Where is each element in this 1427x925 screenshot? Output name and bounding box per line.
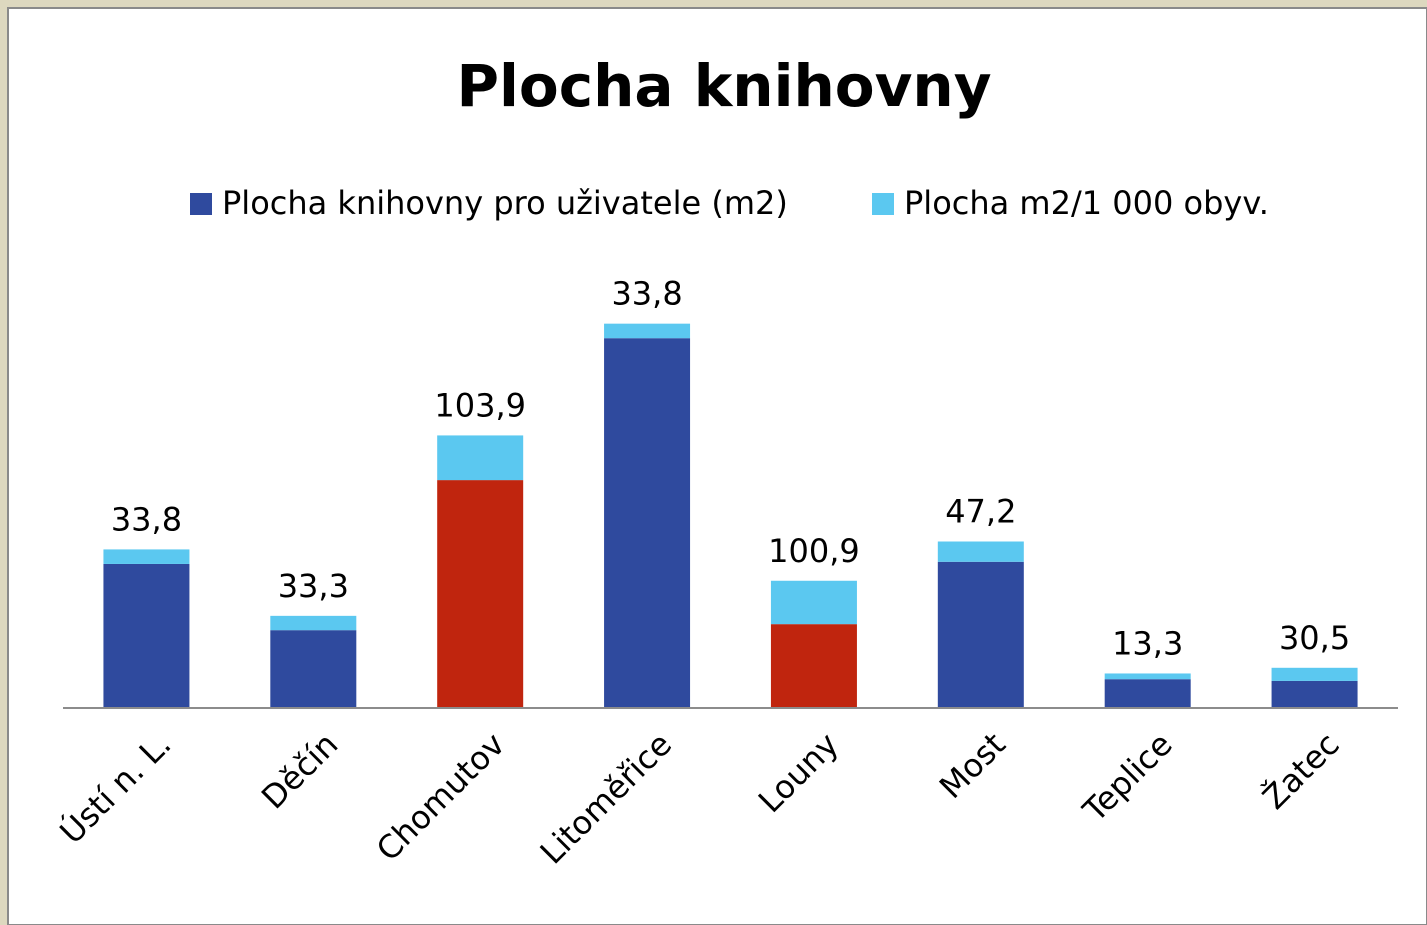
data-label: 103,9 xyxy=(434,386,526,424)
bar-segment xyxy=(103,563,190,708)
bar-segment xyxy=(1104,673,1191,680)
legend-label: Plocha knihovny pro uživatele (m2) xyxy=(222,184,788,222)
bar-segment xyxy=(270,615,357,631)
bar-segment xyxy=(270,630,357,708)
bar-segment xyxy=(937,561,1024,708)
bar-segment xyxy=(1271,680,1358,708)
bar-segment xyxy=(770,624,857,708)
bar-segment xyxy=(437,435,524,481)
chart-panel xyxy=(7,7,1427,925)
data-label: 100,9 xyxy=(768,532,860,570)
bar-segment xyxy=(1271,667,1358,681)
data-label: 33,3 xyxy=(278,567,349,605)
bar-segment xyxy=(770,580,857,625)
legend-swatch xyxy=(190,193,212,215)
bar-segment xyxy=(604,338,691,708)
legend-label: Plocha m2/1 000 obyv. xyxy=(904,184,1269,222)
bar-segment xyxy=(1104,679,1191,708)
data-label: 33,8 xyxy=(611,275,682,313)
bar-segment xyxy=(103,549,190,564)
legend-swatch xyxy=(872,193,894,215)
chart-title: Plocha knihovny xyxy=(456,52,991,120)
data-label: 13,3 xyxy=(1112,624,1183,662)
data-label: 33,8 xyxy=(111,500,182,538)
bar-segment xyxy=(437,480,524,708)
data-label: 30,5 xyxy=(1279,619,1350,657)
data-label: 47,2 xyxy=(945,493,1016,531)
bar-segment xyxy=(604,323,691,339)
bar-segment xyxy=(937,541,1024,562)
